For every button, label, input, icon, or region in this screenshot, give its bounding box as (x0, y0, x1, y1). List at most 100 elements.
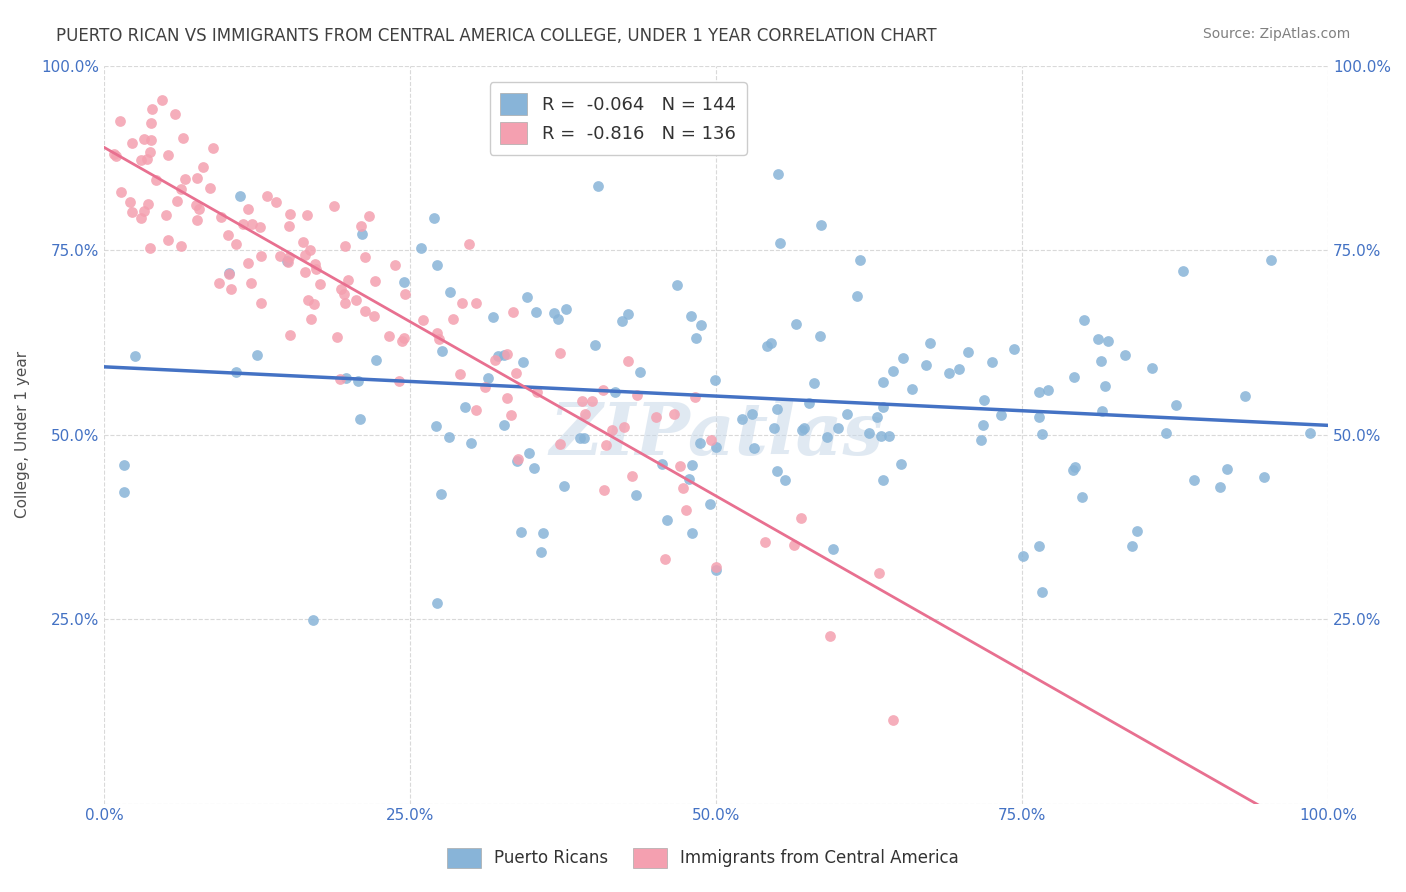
Point (756, 339, 779, 353)
Point (583, 338, 606, 352)
Point (136, 196, 159, 211)
Point (837, 407, 859, 421)
Point (1166, 398, 1188, 412)
Text: Source: ZipAtlas.com: Source: ZipAtlas.com (1202, 27, 1350, 41)
Point (683, 390, 706, 404)
Point (793, 421, 815, 435)
Point (1299, 425, 1322, 440)
Point (412, 313, 434, 327)
Point (550, 437, 572, 451)
Point (337, 273, 360, 287)
Point (980, 355, 1002, 369)
Point (957, 345, 980, 359)
Point (134, 132, 156, 146)
Point (1234, 389, 1257, 403)
Point (302, 613, 325, 627)
Point (617, 353, 640, 368)
Point (304, 257, 326, 271)
Point (344, 293, 367, 307)
Point (477, 371, 499, 385)
Point (1073, 313, 1095, 327)
Point (264, 195, 287, 210)
Point (920, 336, 942, 351)
Point (131, 153, 153, 168)
Point (568, 431, 591, 445)
Point (651, 458, 673, 472)
Point (170, 181, 193, 195)
Point (815, 430, 838, 444)
Point (1028, 539, 1050, 553)
Point (484, 353, 506, 368)
Point (502, 305, 524, 319)
Point (322, 199, 344, 213)
Point (530, 544, 553, 558)
Point (217, 228, 239, 243)
Point (460, 436, 482, 450)
Point (350, 219, 373, 233)
Point (731, 412, 754, 426)
Point (790, 511, 813, 525)
Point (588, 179, 610, 194)
Point (970, 434, 993, 448)
Point (872, 375, 894, 389)
Point (1097, 334, 1119, 348)
Y-axis label: College, Under 1 year: College, Under 1 year (15, 351, 30, 518)
Point (330, 282, 353, 296)
Point (1140, 361, 1163, 376)
Point (246, 348, 269, 362)
Point (509, 525, 531, 540)
Point (1114, 349, 1136, 363)
Point (188, 202, 211, 217)
Point (872, 473, 894, 487)
Point (768, 167, 790, 181)
Point (610, 314, 633, 328)
Point (454, 401, 477, 415)
Point (278, 250, 301, 264)
Point (689, 435, 711, 450)
Point (797, 395, 820, 409)
Point (391, 334, 413, 348)
Point (202, 141, 225, 155)
Point (238, 202, 260, 216)
Point (165, 107, 187, 121)
Point (474, 380, 496, 394)
Point (1063, 370, 1085, 384)
Point (277, 255, 299, 269)
Point (1094, 379, 1116, 393)
Point (364, 274, 387, 288)
Point (250, 249, 273, 263)
Point (449, 367, 471, 381)
Point (872, 400, 894, 414)
Point (112, 484, 135, 499)
Point (430, 343, 453, 358)
Point (645, 409, 668, 424)
Point (494, 348, 516, 362)
Point (211, 210, 233, 224)
Point (239, 276, 262, 290)
Point (429, 487, 451, 501)
Point (938, 367, 960, 381)
Point (678, 472, 700, 486)
Point (581, 394, 603, 409)
Text: PUERTO RICAN VS IMMIGRANTS FROM CENTRAL AMERICA COLLEGE, UNDER 1 YEAR CORRELATIO: PUERTO RICAN VS IMMIGRANTS FROM CENTRAL … (56, 27, 936, 45)
Point (139, 132, 162, 146)
Point (352, 227, 374, 241)
Point (620, 469, 643, 483)
Point (218, 266, 240, 280)
Point (465, 295, 488, 310)
Point (166, 194, 188, 209)
Point (1036, 383, 1059, 397)
Point (496, 346, 519, 360)
Point (450, 296, 472, 310)
Point (655, 512, 678, 526)
Point (790, 423, 813, 437)
Point (613, 420, 636, 434)
Point (654, 552, 676, 566)
Point (240, 217, 263, 231)
Point (121, 205, 143, 219)
Point (335, 370, 357, 384)
Point (626, 387, 648, 401)
Point (600, 423, 623, 437)
Point (882, 713, 904, 727)
Point (124, 349, 146, 363)
